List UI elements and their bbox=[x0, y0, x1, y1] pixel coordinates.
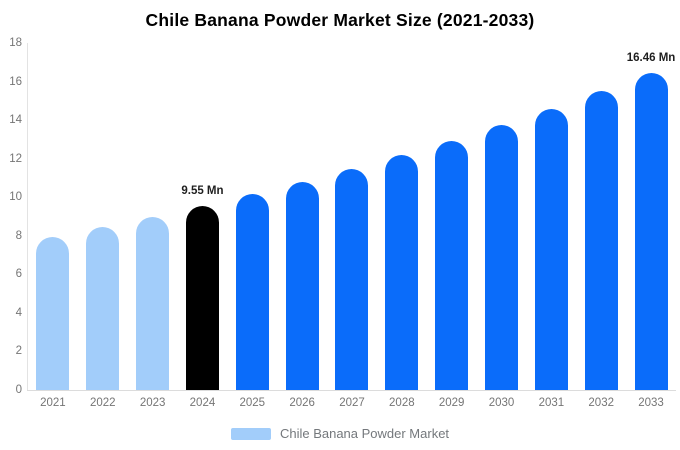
legend-item[interactable]: Chile Banana Powder Market bbox=[0, 426, 680, 441]
bar-2026[interactable] bbox=[285, 182, 319, 390]
x-axis-tick-label-2027: 2027 bbox=[339, 397, 365, 409]
x-axis-tick-label-2022: 2022 bbox=[89, 397, 116, 409]
y-axis-tick-label: 14 bbox=[9, 114, 22, 127]
x-axis-tick-label-2030: 2030 bbox=[488, 397, 515, 409]
x-axis-tick-label-2025: 2025 bbox=[239, 397, 266, 409]
chart-title: Chile Banana Powder Market Size (2021-20… bbox=[145, 10, 535, 30]
bar-2029[interactable] bbox=[435, 140, 469, 390]
x-axis-tick-label-2031: 2031 bbox=[538, 397, 565, 409]
bar-column-2032 bbox=[576, 43, 626, 390]
bar-2021[interactable] bbox=[36, 236, 70, 390]
bar-2032[interactable] bbox=[584, 91, 618, 390]
x-axis-tick-label-2026: 2026 bbox=[289, 397, 315, 409]
bar-value-label-2024: 9.55 Mn bbox=[181, 184, 224, 197]
x-axis-labels: 2021 2022 2023 2024 2025 2026 2027 2028 2029 2030… bbox=[28, 397, 676, 409]
bar-column-2021 bbox=[28, 43, 78, 390]
bar-column-2025 bbox=[227, 43, 277, 390]
y-axis-tick-label: 2 bbox=[15, 345, 22, 358]
x-axis-tick-label-2024: 2024 bbox=[189, 397, 216, 409]
bar-value-label-2033: 16.46 Mn bbox=[626, 51, 676, 64]
bar-2033[interactable] bbox=[634, 72, 668, 390]
x-axis-tick-label-2028: 2028 bbox=[389, 397, 415, 409]
y-axis-line bbox=[27, 43, 28, 390]
bar-2024[interactable] bbox=[185, 205, 219, 390]
bar-2023[interactable] bbox=[136, 216, 170, 390]
x-axis-tick-label-2021: 2021 bbox=[40, 397, 66, 409]
bar-column-2024: 9.55 Mn bbox=[178, 43, 228, 390]
bar-2025[interactable] bbox=[235, 194, 269, 390]
x-axis-tick-label-2023: 2023 bbox=[139, 397, 166, 409]
bar-2022[interactable] bbox=[86, 226, 120, 390]
bars-container: 9.55 Mn 16.46 Mn bbox=[28, 43, 676, 390]
x-axis-line bbox=[27, 390, 676, 391]
bar-column-2022 bbox=[78, 43, 128, 390]
x-axis-tick-label-2033: 2033 bbox=[638, 397, 664, 409]
legend-swatch bbox=[230, 427, 271, 440]
y-axis-tick-label: 10 bbox=[9, 191, 22, 204]
bar-column-2029 bbox=[427, 43, 477, 390]
bar-column-2023 bbox=[128, 43, 178, 390]
y-axis-tick-label: 18 bbox=[9, 37, 22, 49]
x-axis-tick-label-2029: 2029 bbox=[438, 397, 465, 409]
bar-column-2027 bbox=[327, 43, 377, 390]
legend-label: Chile Banana Powder Market bbox=[279, 426, 450, 441]
bar-column-2031 bbox=[526, 43, 576, 390]
bar-column-2028 bbox=[377, 43, 427, 390]
bar-column-2026 bbox=[277, 43, 327, 390]
bar-2030[interactable] bbox=[485, 125, 519, 390]
y-axis-tick-label: 8 bbox=[15, 229, 22, 242]
y-axis-tick-label: 6 bbox=[15, 268, 22, 281]
y-axis-tick-label: 0 bbox=[15, 383, 22, 396]
bar-column-2030 bbox=[477, 43, 527, 390]
y-axis: 18 16 14 12 10 8 6 4 2 0 bbox=[0, 36, 22, 397]
y-axis-tick-label: 16 bbox=[9, 75, 22, 88]
bar-2027[interactable] bbox=[335, 169, 369, 390]
y-axis-tick-label: 4 bbox=[15, 306, 22, 319]
bar-2031[interactable] bbox=[534, 108, 568, 390]
bar-2028[interactable] bbox=[385, 155, 419, 390]
y-axis-tick-label: 12 bbox=[9, 152, 22, 165]
bar-column-2033: 16.46 Mn bbox=[626, 43, 676, 390]
x-axis-tick-label-2032: 2032 bbox=[588, 397, 614, 409]
